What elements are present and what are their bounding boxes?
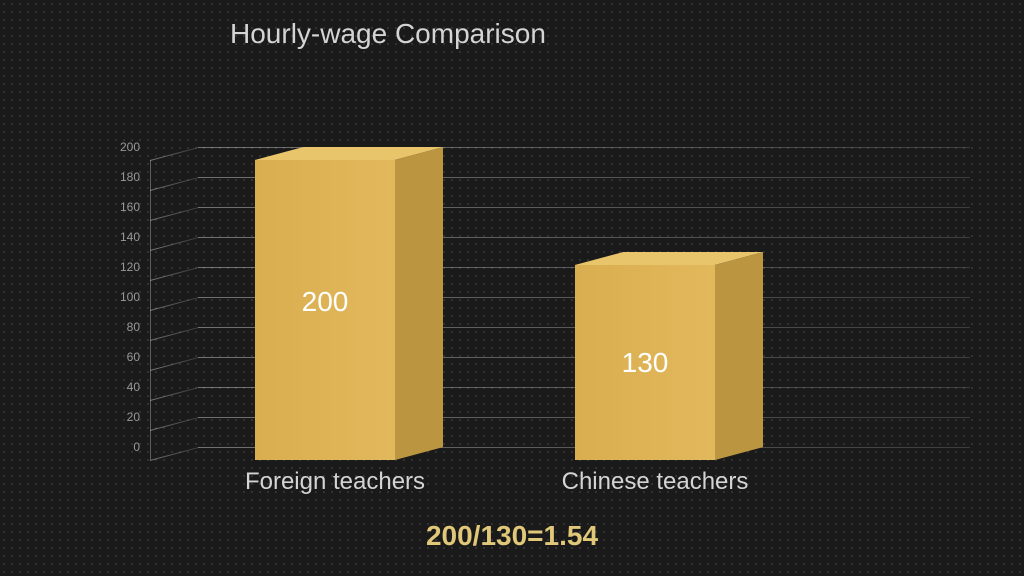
y-tick: 120 xyxy=(100,260,140,274)
computation-value: 200/130=1.54 xyxy=(426,520,598,551)
axis-vertical xyxy=(150,160,151,460)
grid-line-diag xyxy=(150,327,199,341)
grid-line-diag xyxy=(150,207,199,221)
grid-line-diag xyxy=(150,297,199,311)
bar-0: 200 xyxy=(255,160,443,460)
y-tick: 140 xyxy=(100,230,140,244)
chart-container: Hourly-wage Comparison 0 20 40 60 80 100 120 14… xyxy=(0,0,1024,576)
computation-text: 200/130=1.54 xyxy=(0,520,1024,552)
y-tick: 100 xyxy=(100,290,140,304)
y-tick: 200 xyxy=(100,140,140,154)
y-tick: 20 xyxy=(100,410,140,424)
x-label-1: Chinese teachers xyxy=(535,468,775,496)
bar-face-side xyxy=(715,252,763,460)
grid-line-diag xyxy=(150,357,199,371)
y-tick: 0 xyxy=(100,440,140,454)
grid-line-diag xyxy=(150,417,199,431)
x-label-0: Foreign teachers xyxy=(215,468,455,496)
bar-value-label: 130 xyxy=(575,347,715,379)
grid-line-diag xyxy=(150,237,199,251)
y-tick: 180 xyxy=(100,170,140,184)
grid-line-diag xyxy=(150,177,199,191)
grid-line-diag xyxy=(150,447,199,461)
y-axis: 020406080100120140160180200 xyxy=(100,150,140,450)
bar-1: 130 xyxy=(575,265,763,460)
y-tick: 160 xyxy=(100,200,140,214)
bar-face-side xyxy=(395,147,443,460)
y-tick: 40 xyxy=(100,380,140,394)
chart-title: Hourly-wage Comparison xyxy=(230,18,546,50)
bar-value-label: 200 xyxy=(255,286,395,318)
y-tick: 80 xyxy=(100,320,140,334)
grid-line-diag xyxy=(150,387,199,401)
grid-line-diag xyxy=(150,267,199,281)
y-tick: 60 xyxy=(100,350,140,364)
grid-line-diag xyxy=(150,147,199,161)
